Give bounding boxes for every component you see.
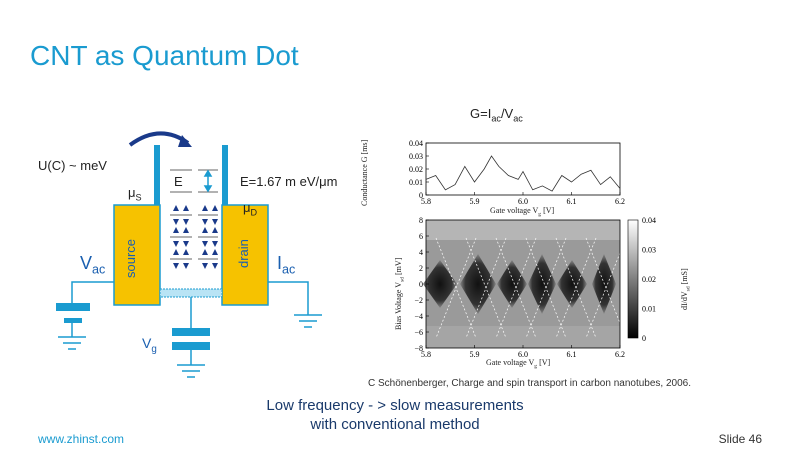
colorbar-tick-label: 0.03 xyxy=(642,246,656,255)
drain-lead xyxy=(221,204,269,306)
bottom-plot-xticks: 5.8 5.9 6.0 6.1 6.2 xyxy=(421,345,625,359)
iac-label: Iac xyxy=(277,253,296,277)
quantum-dot-diagram xyxy=(56,131,322,378)
bottom-ytick-label: −2 xyxy=(414,296,423,305)
diamond-guide-line xyxy=(435,237,477,339)
bottom-ytick-label: −4 xyxy=(414,312,423,321)
slide-number: Slide 46 xyxy=(718,432,762,446)
bottom-note: Low frequency - > slow measurements with… xyxy=(230,396,560,434)
energy-levels xyxy=(170,169,218,260)
vac-label: Vac xyxy=(80,253,106,277)
top-xtick-label: 6.0 xyxy=(518,197,528,206)
source-lead xyxy=(113,204,161,306)
bottom-ytick-label: 0 xyxy=(419,280,423,289)
bottom-ytick-label: 4 xyxy=(419,248,423,257)
top-ytick-label: 0.02 xyxy=(409,165,423,174)
conductance-formula: G=Iac/Vac xyxy=(470,106,523,124)
top-plot-yticks: 0.04 0.03 0.02 0.01 0 xyxy=(409,139,429,200)
coulomb-diamonds xyxy=(423,220,627,348)
bottom-plot-yticks: 8 6 4 2 0 −2 −4 −6 −8 xyxy=(414,216,429,353)
level-spacing-arrow xyxy=(203,169,213,193)
colorbar-tick-label: 0.01 xyxy=(642,305,656,314)
bottom-xtick-label: 6.0 xyxy=(518,350,528,359)
bottom-ytick-label: 6 xyxy=(419,232,423,241)
coulomb-diamond xyxy=(460,254,496,314)
heatmap-bottom-band xyxy=(426,326,620,348)
coulomb-diamond xyxy=(423,260,457,308)
bottom-xtick-label: 6.1 xyxy=(567,350,577,359)
tunneling-arrowhead xyxy=(178,135,192,147)
bottom-ytick-label: −6 xyxy=(414,328,423,337)
diamond-guide-line xyxy=(555,237,597,339)
diamond-guide-line xyxy=(585,237,627,339)
drain-ground-symbol xyxy=(294,314,322,328)
colorbar-label: dI/dVsd [mS] xyxy=(680,268,692,310)
spin-arrows xyxy=(173,205,218,269)
top-ytick-label: 0.01 xyxy=(409,178,423,187)
coulomb-diamond xyxy=(592,254,616,314)
level-energy-label: E xyxy=(174,174,183,189)
vg-label: Vg xyxy=(142,335,157,355)
top-xtick-label: 6.1 xyxy=(567,197,577,206)
top-plot-ylabel-wrap: Conductance G [ms] xyxy=(360,126,378,206)
source-label: source xyxy=(123,238,138,278)
colorbar-tick-label: 0.02 xyxy=(642,275,656,284)
top-xtick-label: 5.9 xyxy=(470,197,480,206)
conductance-curve xyxy=(425,155,621,192)
bottom-xtick-label: 5.9 xyxy=(470,350,480,359)
bottom-ytick-label: 8 xyxy=(419,216,423,225)
bottom-note-line1: Low frequency - > slow measurements xyxy=(266,397,524,414)
bottom-xtick-label: 6.2 xyxy=(615,350,625,359)
top-plot-frame xyxy=(425,142,621,196)
coulomb-diamond xyxy=(528,254,556,314)
top-plot-xticks: 5.8 5.9 6.0 6.1 6.2 xyxy=(421,192,625,206)
mu-source-label: μS xyxy=(128,185,142,203)
level-spacing-label: E=1.67 m eV/μm xyxy=(240,174,338,189)
citation: C Schönenberger, Charge and spin transpo… xyxy=(368,378,691,389)
drain-label: drain xyxy=(236,239,251,268)
nanotube xyxy=(159,288,223,298)
bottom-note-line2: with conventional method xyxy=(310,416,480,433)
top-xtick-label: 5.8 xyxy=(421,197,431,206)
coulomb-diamond xyxy=(497,260,527,308)
heatmap-top-band xyxy=(426,220,620,240)
colorbar-tick-label: 0 xyxy=(642,334,646,343)
coulomb-diamond xyxy=(557,260,587,308)
diamond-guide-line xyxy=(495,237,537,339)
diamond-guide-line xyxy=(465,237,507,339)
bottom-xtick-label: 5.8 xyxy=(421,350,431,359)
colorbar-tick-label: 0.04 xyxy=(642,216,656,225)
top-xtick-label: 6.2 xyxy=(615,197,625,206)
top-ytick-label: 0.03 xyxy=(409,152,423,161)
colorbar-label-wrap: dI/dVsd [mS] xyxy=(680,220,694,320)
gate-capacitor-symbol xyxy=(172,328,210,378)
energy-scale-label: U(C) ~ meV xyxy=(38,158,107,173)
top-ytick-label: 0.04 xyxy=(409,139,423,148)
mu-drain-label: μD xyxy=(243,200,258,218)
conductance-plot: 0.04 0.03 0.02 0.01 0 5.8 5.9 6.0 6.1 6.2 xyxy=(409,139,625,206)
footer-website[interactable]: www.zhinst.com xyxy=(38,432,125,446)
colorbar-ticks: 0.04 0.03 0.02 0.01 0 xyxy=(642,216,656,343)
bottom-plot-xlabel: Gate voltage Vg [V] xyxy=(486,358,551,370)
bottom-ytick-label: 2 xyxy=(419,264,423,273)
top-plot-xlabel: Gate voltage Vg [V] xyxy=(490,206,555,218)
top-plot-ylabel: Conductance G [ms] xyxy=(360,139,369,206)
diamond-guide-line xyxy=(525,237,567,339)
top-ytick-label: 0 xyxy=(419,191,423,200)
slide-title: CNT as Quantum Dot xyxy=(30,40,299,71)
colorbar xyxy=(627,219,639,339)
ac-source-symbol xyxy=(56,303,90,350)
bottom-ytick-label: −8 xyxy=(414,344,423,353)
